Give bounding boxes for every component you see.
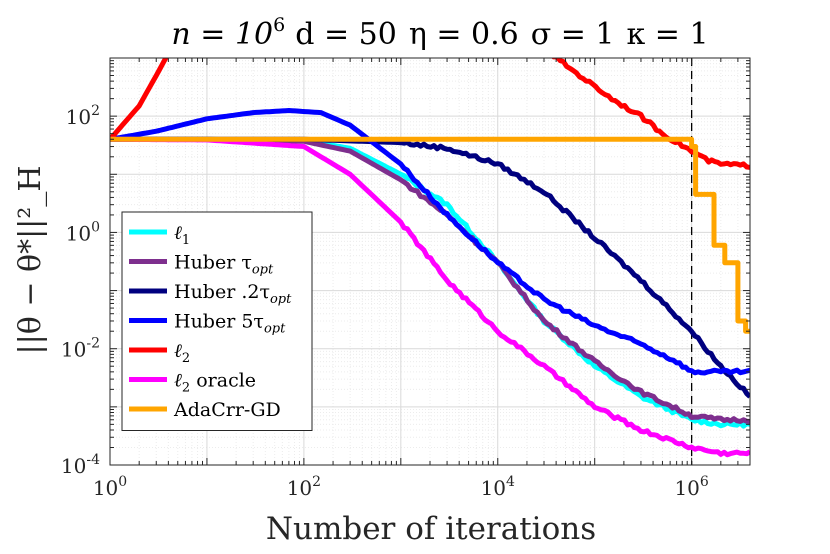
x-tick-label: 100 bbox=[93, 474, 127, 500]
legend: ℓ1 Huber τopt Huber .2τopt Huber 5τopt ℓ2 ℓ2 … bbox=[121, 211, 313, 431]
series-lines bbox=[110, 58, 750, 458]
title-kappa: κ = 1 bbox=[627, 17, 709, 52]
x-tick-labels: 100 102 104 106 bbox=[93, 474, 709, 500]
series-line-6 bbox=[110, 136, 750, 334]
axis-ticks bbox=[109, 57, 751, 466]
series-line-3 bbox=[110, 108, 750, 376]
y-tick-label: 102 bbox=[66, 103, 100, 129]
x-tick-label: 104 bbox=[481, 474, 515, 500]
y-tick-labels: 10-4 10-2 100 102 bbox=[61, 103, 100, 478]
y-tick-label: 10-4 bbox=[61, 452, 100, 478]
x-tick-label: 102 bbox=[287, 474, 321, 500]
title-eta: η = 0.6 bbox=[409, 17, 519, 52]
legend-entry: ℓ2 bbox=[174, 340, 190, 366]
y-axis-label-text: ||θ − θ*||²_H bbox=[13, 166, 48, 355]
y-tick-label: 10-2 bbox=[61, 336, 100, 362]
series-line-4 bbox=[110, 58, 750, 170]
legend-entry: ℓ1 bbox=[174, 222, 190, 248]
x-tick-label: 106 bbox=[674, 474, 708, 500]
legend-entry: Huber .2τopt bbox=[174, 281, 292, 307]
title-n: n = 10 bbox=[171, 17, 273, 52]
y-tick-label: 100 bbox=[66, 219, 100, 245]
title-n-exp: 6 bbox=[273, 14, 285, 36]
y-axis-label: ||θ − θ*||²_H bbox=[13, 166, 48, 355]
legend-entry: ℓ2 oracle bbox=[174, 370, 256, 396]
legend-entry: Huber 5τopt bbox=[174, 311, 286, 337]
chart-title: n = 106 d = 50 η = 0.6 σ = 1 κ = 1 bbox=[171, 14, 708, 52]
title-d: d = 50 bbox=[295, 17, 397, 52]
title-sigma: σ = 1 bbox=[531, 17, 615, 52]
legend-entry: AdaCrr-GD bbox=[173, 399, 281, 421]
x-axis-label: Number of iterations bbox=[266, 511, 596, 547]
legend-entry: Huber τopt bbox=[174, 252, 274, 278]
